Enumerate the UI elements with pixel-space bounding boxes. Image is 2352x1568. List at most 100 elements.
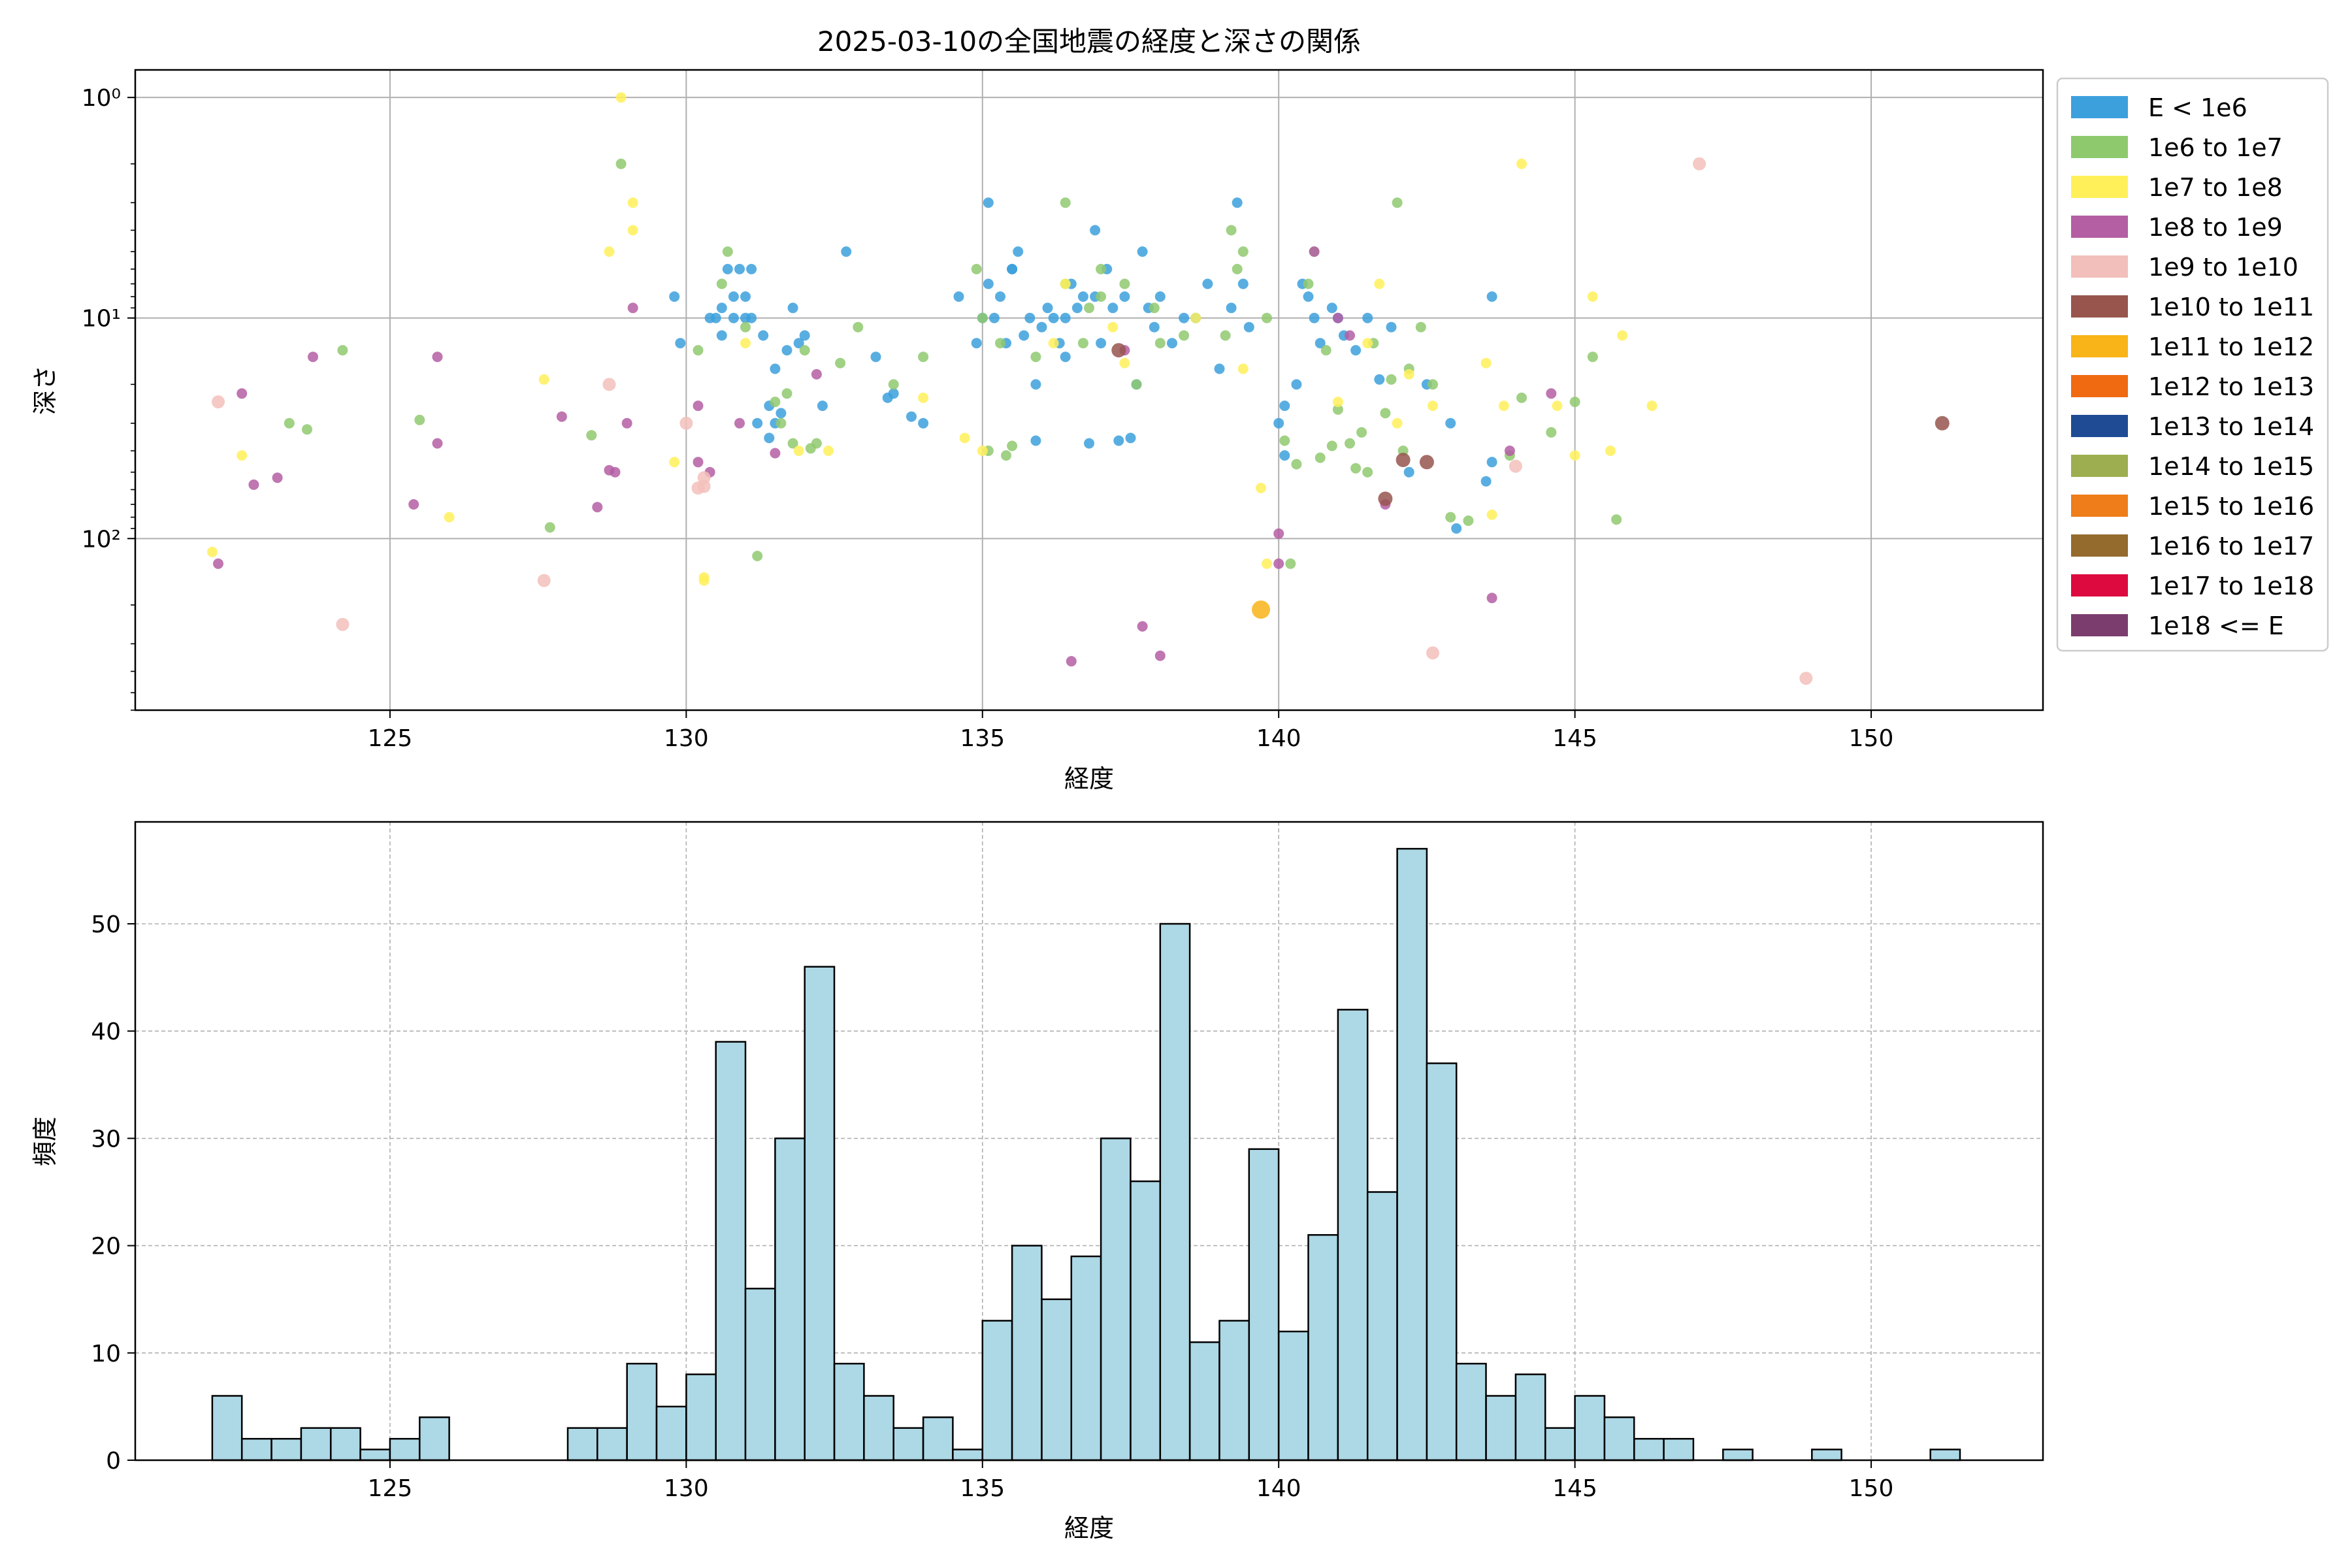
scatter-point — [1386, 321, 1397, 333]
scatter-point — [722, 263, 733, 274]
scatter-point — [1030, 379, 1041, 390]
scatter-point — [1042, 302, 1053, 314]
scatter-point — [1252, 600, 1270, 619]
scatter-point — [602, 378, 616, 391]
legend-label: 1e11 to 1e12 — [2148, 333, 2314, 361]
histogram-x-tick-label: 125 — [368, 1475, 413, 1502]
legend-label: 1e17 to 1e18 — [2148, 572, 2314, 600]
scatter-point — [1320, 345, 1331, 356]
scatter-title: 2025-03-10の全国地震の経度と深さの関係 — [817, 25, 1361, 57]
scatter-point — [444, 512, 455, 523]
scatter-point — [698, 575, 710, 586]
histogram-bar — [1396, 847, 1428, 1462]
histogram-panel: 125 130 135 140 145 150 0 10 20 30 40 50 経度 頻度 — [31, 821, 2044, 1543]
scatter-x-tick-label: 145 — [1552, 725, 1597, 752]
scatter-point — [1350, 345, 1362, 356]
histogram-y-tick-label: 40 — [91, 1019, 121, 1045]
scatter-point — [408, 499, 419, 510]
scatter-point — [1007, 263, 1018, 274]
scatter-y-axis-label: 深さ — [31, 365, 59, 415]
scatter-point — [746, 312, 757, 323]
histogram-bar — [1337, 1009, 1369, 1462]
scatter-point — [1071, 302, 1083, 314]
scatter-x-tick-label: 150 — [1849, 725, 1894, 752]
scatter-point — [1587, 291, 1598, 302]
scatter-x-ticks: 125 130 135 140 145 150 — [368, 710, 1894, 752]
histogram-bar — [981, 1320, 1013, 1462]
histogram-bar — [300, 1427, 332, 1462]
histogram-bar — [863, 1395, 894, 1462]
scatter-point — [1486, 457, 1497, 468]
histogram-x-tick-label: 130 — [664, 1475, 709, 1502]
scatter-point — [752, 417, 763, 429]
histogram-bar — [419, 1416, 450, 1462]
scatter-point — [1303, 278, 1314, 289]
histogram-bar — [1366, 1191, 1398, 1462]
scatter-point — [1546, 427, 1557, 438]
scatter-point — [537, 574, 551, 587]
scatter-point — [1107, 302, 1119, 314]
histogram-bar — [1100, 1137, 1132, 1462]
legend-swatch — [2071, 216, 2128, 238]
scatter-point — [787, 302, 798, 314]
scatter-point — [1451, 523, 1462, 534]
histogram-bar — [892, 1427, 924, 1462]
scatter-point — [1386, 374, 1397, 385]
histogram-bar — [1811, 1448, 1842, 1462]
scatter-point — [710, 312, 721, 323]
scatter-point — [1090, 225, 1101, 236]
scatter-point — [1605, 446, 1616, 456]
scatter-point — [206, 546, 218, 557]
scatter-point — [906, 411, 917, 422]
histogram-y-tick-label: 20 — [91, 1233, 121, 1260]
scatter-point — [734, 417, 745, 429]
histogram-y-tick-label: 10 — [91, 1341, 121, 1367]
scatter-point — [675, 338, 686, 349]
scatter-point — [953, 291, 964, 302]
scatter-point — [1084, 302, 1094, 314]
scatter-point — [716, 302, 727, 314]
scatter-point — [1237, 363, 1249, 374]
histogram-x-axis-label: 経度 — [1064, 1514, 1114, 1543]
histogram-bar — [566, 1427, 598, 1462]
scatter-point — [988, 312, 1000, 323]
scatter-point — [1262, 558, 1272, 569]
scatter-point — [1546, 388, 1557, 399]
scatter-point — [971, 263, 982, 274]
scatter-point — [1587, 351, 1598, 363]
histogram-bar — [1011, 1245, 1043, 1462]
scatter-point — [1131, 379, 1142, 390]
histogram-bar — [1159, 923, 1191, 1462]
legend-label: 1e13 to 1e14 — [2148, 412, 2314, 441]
scatter-point — [627, 302, 638, 314]
scatter-point — [1480, 357, 1492, 368]
legend-label: 1e8 to 1e9 — [2148, 213, 2283, 242]
scatter-point — [1419, 455, 1434, 470]
scatter-point — [1048, 338, 1059, 349]
scatter-point — [1149, 302, 1160, 314]
scatter-point — [1799, 672, 1813, 685]
scatter-point — [1617, 330, 1628, 341]
scatter-points — [206, 92, 1950, 685]
scatter-y-tick-label: 10⁰ — [82, 85, 121, 112]
scatter-x-tick-label: 130 — [664, 725, 709, 752]
scatter-point — [697, 480, 711, 493]
legend-label: 1e9 to 1e10 — [2148, 253, 2298, 282]
legend-swatch — [2071, 534, 2128, 557]
scatter-point — [556, 411, 567, 422]
scatter-point — [1428, 400, 1438, 412]
scatter-point — [1111, 343, 1126, 358]
scatter-point — [918, 392, 929, 403]
scatter-point — [544, 522, 555, 533]
histogram-y-tick-label: 0 — [106, 1448, 121, 1475]
histogram-bar — [626, 1362, 658, 1462]
scatter-point — [1279, 400, 1290, 412]
scatter-point — [336, 617, 350, 631]
scatter-panel: 2025-03-10の全国地震の経度と深さの関係 125 130 135 140 145… — [31, 25, 2329, 793]
histogram-frame — [134, 821, 2044, 1462]
legend: E < 1e6 1e6 to 1e7 1e7 to 1e8 1e8 to 1e9 1e9… — [2056, 77, 2329, 652]
histogram-bar — [1248, 1148, 1280, 1462]
histogram-bar — [389, 1437, 421, 1462]
legend-label: 1e18 <= E — [2148, 612, 2284, 640]
